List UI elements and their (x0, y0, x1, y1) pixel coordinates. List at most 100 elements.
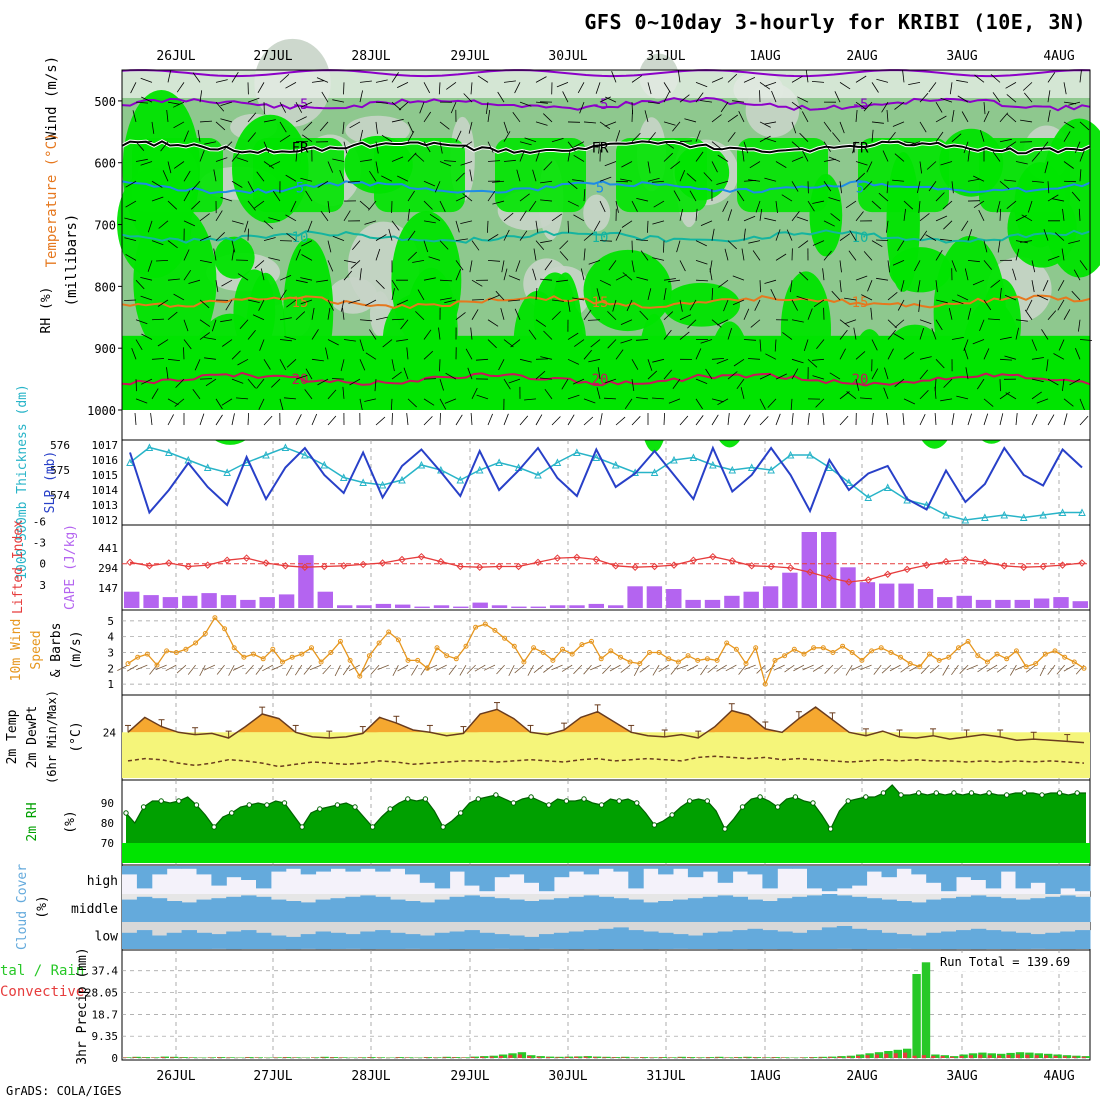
wind-barb (285, 82, 297, 89)
wind10-point (337, 638, 343, 644)
wind-barb (215, 121, 226, 131)
cloud-bar-low (479, 932, 495, 949)
wind-barb (231, 220, 244, 225)
wind-barb (124, 237, 137, 242)
thickness-point (223, 468, 231, 476)
wind10-point (946, 654, 952, 660)
wind-barb (423, 111, 432, 123)
cloud-layer-label: high (87, 874, 118, 889)
precip-conv-bar (376, 1057, 381, 1058)
wind-barb (621, 220, 633, 228)
wind-barb (157, 339, 169, 347)
wind10-point (386, 629, 392, 635)
temp-area-body (128, 732, 1084, 778)
wind-barb (444, 299, 457, 304)
wind-barb (919, 161, 922, 174)
wind-barb (455, 172, 465, 182)
wind-barb-10m (700, 664, 708, 676)
wind-barb (1031, 357, 1044, 360)
wind-barb (1063, 309, 1071, 320)
precip-conv-bar (997, 1055, 1002, 1058)
wind-barb (687, 319, 697, 329)
wind-barb-10m (845, 664, 853, 676)
precip-total-bar (921, 962, 931, 1058)
wind-barb (846, 391, 857, 400)
wind-barb (166, 367, 169, 380)
wind-barb-10m (165, 664, 177, 672)
rh2m-point (229, 810, 235, 816)
wind-barb (759, 208, 763, 221)
thickness-point (942, 510, 950, 519)
wind-barb (444, 398, 457, 404)
precip-conv-bar (921, 1055, 926, 1058)
wind-barb (871, 240, 883, 248)
wind-barb (1057, 299, 1065, 311)
cape-bar (298, 555, 314, 608)
li-point (1020, 563, 1028, 571)
wind-barb-10m (527, 664, 534, 676)
date-label-top: 4AUG (1043, 49, 1074, 64)
cape-bar (549, 605, 566, 608)
wind-barb (963, 141, 969, 154)
precip-conv-bar (865, 1055, 870, 1058)
wind-barb (887, 132, 896, 142)
rh2m-point (158, 798, 164, 804)
wind10-point (840, 643, 846, 649)
thickness-point (650, 468, 659, 476)
wind-barb (397, 175, 409, 182)
wind-barb-10m (176, 664, 187, 674)
wind-barb (263, 161, 275, 169)
isotherm-label: 20 (592, 372, 609, 388)
cloud-bar-high (583, 866, 600, 875)
wind-barb (343, 339, 356, 342)
wind-barb (487, 220, 489, 233)
precip-conv-bar (715, 1057, 720, 1058)
wind-barb (1063, 131, 1071, 142)
cloud-bar-low (807, 930, 823, 949)
wind-barb (871, 339, 878, 351)
thickness-point (339, 473, 348, 481)
wind-barb (902, 70, 905, 83)
wind-barb (752, 250, 761, 261)
cloud-bar-middle (285, 901, 302, 922)
wind-barb (391, 288, 395, 301)
wind10-point (695, 657, 701, 663)
wind-barb (567, 149, 571, 162)
wind-barb (871, 200, 882, 210)
wind-barb (732, 100, 745, 103)
wind-barb (340, 299, 345, 312)
wind-barb (519, 230, 528, 241)
wind-barb (863, 251, 873, 261)
cloud-bar-middle (151, 898, 168, 922)
wind-barb (535, 101, 548, 104)
cloud-bar-middle (792, 896, 808, 922)
cloud-bar-middle (434, 899, 451, 922)
wind-barb (663, 311, 674, 321)
cloud-bar-high (777, 866, 793, 869)
cape-bar (898, 583, 914, 608)
wind10-point (434, 645, 440, 651)
wind-barb (999, 336, 1012, 340)
rh2m-point (616, 798, 622, 804)
wind10-point (1033, 661, 1039, 667)
precip-conv-bar (950, 1056, 955, 1058)
cloud-bar-middle (1015, 899, 1031, 922)
rh2m-axis-label: 2m RH (25, 802, 40, 841)
li-point (514, 562, 523, 571)
wind-barb (881, 101, 889, 113)
isotherm-label: 10 (592, 230, 609, 246)
li-axis-label: Lifted Index (11, 520, 26, 614)
wind-barb (598, 141, 601, 154)
wind-barb (866, 161, 873, 173)
wind-barb (695, 81, 708, 88)
wind-barb (897, 240, 905, 251)
wind-barb (999, 138, 1012, 143)
wind-barb (620, 339, 633, 344)
wind-barb (695, 240, 707, 247)
wind-barb (215, 280, 219, 293)
cloud-bar-low (1045, 932, 1061, 949)
wind-barb (319, 121, 329, 132)
wind-barb (1047, 310, 1057, 321)
wind-barb (1047, 255, 1060, 261)
wind-barb (574, 339, 585, 347)
